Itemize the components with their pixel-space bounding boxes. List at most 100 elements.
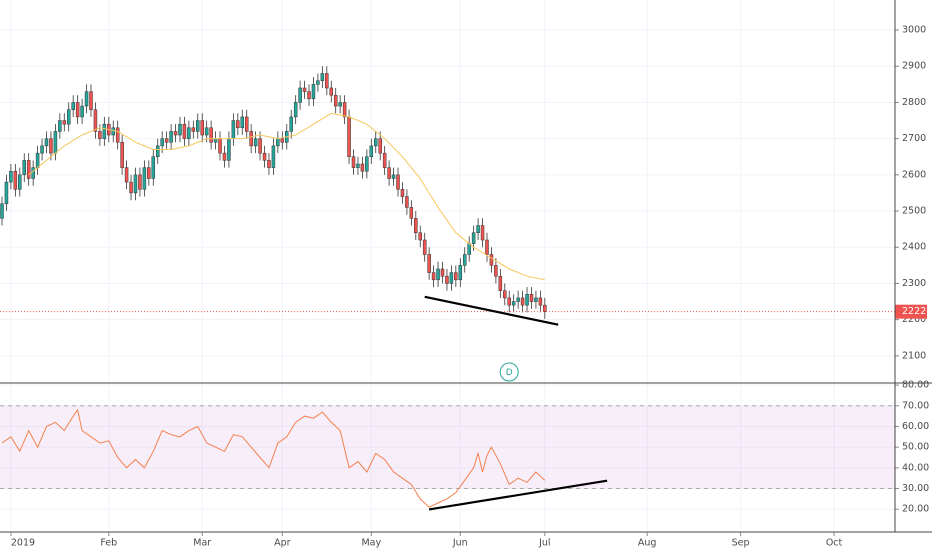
candle-body [414,218,418,234]
candle-body [227,138,231,161]
candle-body [267,160,271,168]
candle-body [129,181,133,194]
candle-body [160,138,164,147]
candle-body [476,225,480,234]
candle-body [4,181,9,205]
candle-body [422,239,427,255]
candle-body [329,87,334,96]
last-price-label: 2222 [902,306,926,317]
y-tick-label: 50.00 [902,442,929,453]
candle-body [187,127,191,139]
candle-body [427,254,431,273]
y-tick-label: 80.00 [902,380,929,391]
candle-body [298,87,302,103]
candle-body [418,232,422,241]
candle-body [111,127,115,136]
candle-body [445,275,449,284]
candle-body [244,116,249,132]
candle-body [191,127,196,132]
y-tick-label: 3000 [902,25,926,36]
x-tick-label: Apr [274,538,291,549]
candle-body [520,297,525,306]
candle-body [538,297,543,306]
candle-body [31,167,35,179]
candle-body [49,138,53,154]
candle-body [249,131,253,147]
candle-body [516,297,520,302]
candle-body [534,297,538,302]
candle-body [342,102,347,118]
candle-body [289,116,293,132]
candle-body [115,127,120,143]
candle-body [356,163,360,168]
candle-body [485,239,489,255]
candle-body [133,174,138,194]
candle-body [400,189,405,197]
x-tick-label: Oct [826,538,843,549]
candle-body [462,254,467,266]
candle-body [71,102,75,110]
candle-body [89,91,93,110]
candle-body [0,203,4,219]
candle-body [316,80,320,85]
interval-badge [499,362,519,382]
candle-body [155,145,160,157]
candle-body [311,84,316,100]
candle-body [467,243,471,255]
candle-body [222,152,227,161]
last-price-box [895,304,927,319]
candle-body [405,196,409,208]
candle-body [525,294,529,306]
candle-body [40,145,44,154]
x-tick-label: Mar [193,538,211,549]
candle-body [396,174,400,190]
candle-body [280,138,285,143]
candle-body [302,87,307,92]
candle-body [307,91,311,100]
rsi-band [0,405,895,489]
y-tick-label: 60.00 [902,421,929,432]
candle-body [35,152,40,168]
candle-body [164,138,169,143]
interval-badge-label: D [506,368,513,378]
candle-body [66,109,71,125]
x-tick-label: Jun [452,538,468,549]
candle-body [511,301,516,306]
candle-body [262,152,267,161]
x-tick-label: Sep [732,538,750,549]
candle-body [498,275,503,291]
candle-body [147,167,151,179]
candle-body [124,167,129,183]
y-tick-label: 2500 [902,206,926,217]
candle-body [458,265,463,281]
candle-body [494,265,498,277]
candle-body [138,174,142,190]
trendline [428,479,608,511]
candle-body [196,120,200,132]
y-tick-label: 2300 [902,278,926,289]
candle-body [409,207,414,219]
candle-body [178,123,182,136]
candle-body [75,102,80,118]
candle-body [22,160,26,176]
y-tick-label: 20.00 [902,504,929,515]
candle-body [276,138,280,147]
x-tick-label: 2019 [11,538,35,549]
candle-body [480,225,485,241]
candle-body [213,138,218,143]
candle-body [9,170,13,183]
rsi-line [1,408,546,508]
candle-body [489,254,494,266]
x-tick-label: Feb [100,538,117,549]
candle-body [387,167,391,179]
candle-body [449,272,454,284]
y-tick-label: 2100 [902,350,926,361]
candle-body [503,290,507,299]
y-tick-label: 40.00 [902,462,929,473]
candle-body [543,304,547,312]
candle-body [120,142,124,168]
candle-body [320,73,325,81]
candle-body [142,167,147,190]
